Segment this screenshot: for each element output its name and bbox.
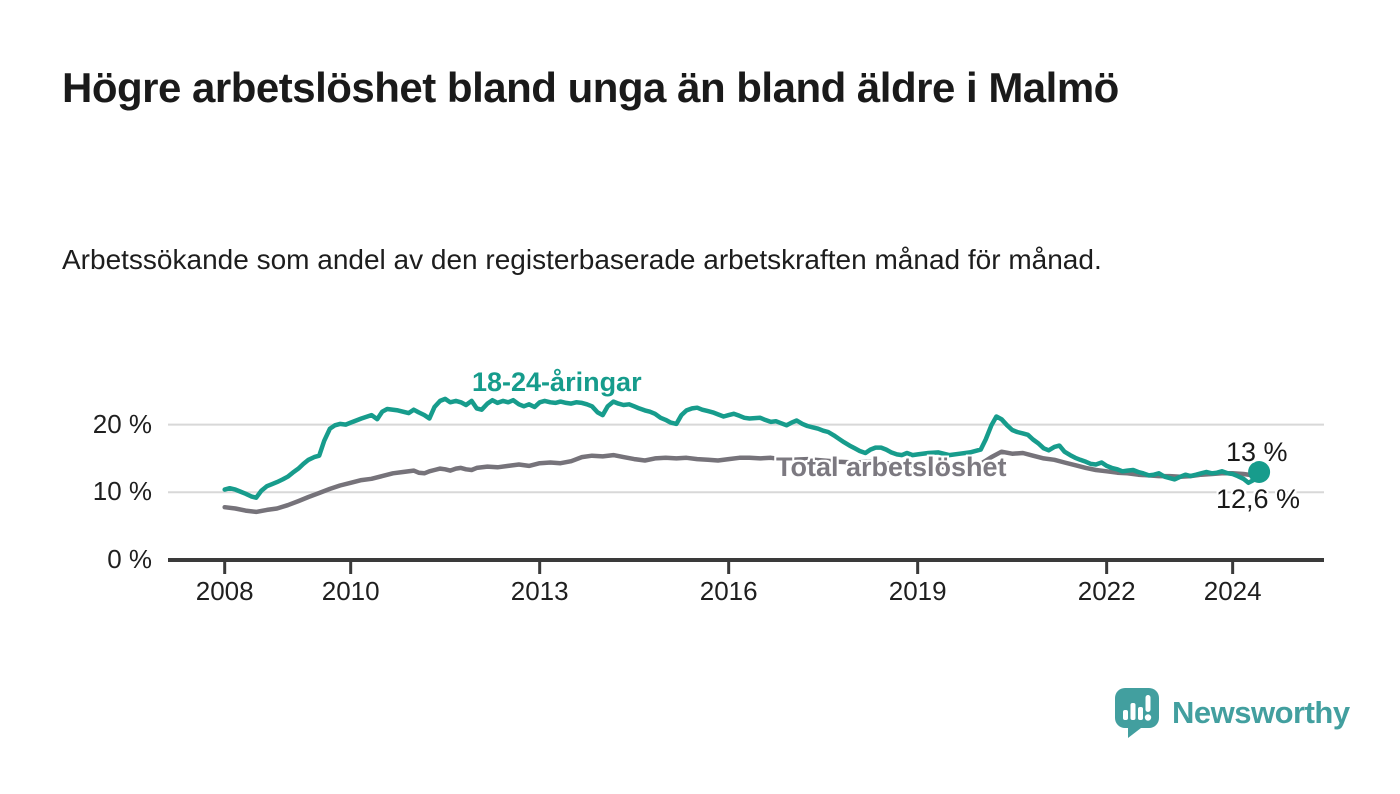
end-value-label-total: 12,6 % — [1216, 484, 1301, 514]
newsworthy-logo-text: Newsworthy — [1172, 694, 1350, 730]
series-line-young — [222, 396, 1262, 500]
y-tick-label-0: 0 % — [107, 544, 152, 574]
newsworthy-logo-icon — [1115, 688, 1159, 738]
x-tick-label-2010: 2010 — [321, 576, 380, 606]
y-tick-label-20: 20 % — [92, 409, 152, 439]
chart-subtitle: Arbetssökande som andel av den registerb… — [62, 244, 1102, 275]
page-title: Högre arbetslöshet bland unga än bland ä… — [62, 64, 1119, 111]
x-tick-label-2019: 2019 — [888, 576, 947, 606]
x-tick-label-2024: 2024 — [1203, 576, 1262, 606]
x-tick-label-2022: 2022 — [1077, 576, 1136, 606]
x-tick-label-2016: 2016 — [699, 576, 758, 606]
series-label-total: Total arbetslöshet — [776, 452, 1007, 482]
newsworthy-logo: Newsworthy — [1114, 687, 1350, 738]
series-line-total — [222, 449, 1262, 515]
x-tick-label-2013: 2013 — [510, 576, 569, 606]
x-tick-label-2008: 2008 — [195, 576, 254, 606]
series-end-dot — [1248, 460, 1271, 483]
series-label-young: 18-24-åringar — [472, 367, 642, 397]
y-tick-label-10: 10 % — [92, 476, 152, 506]
end-value-label-young: 13 % — [1226, 437, 1288, 467]
